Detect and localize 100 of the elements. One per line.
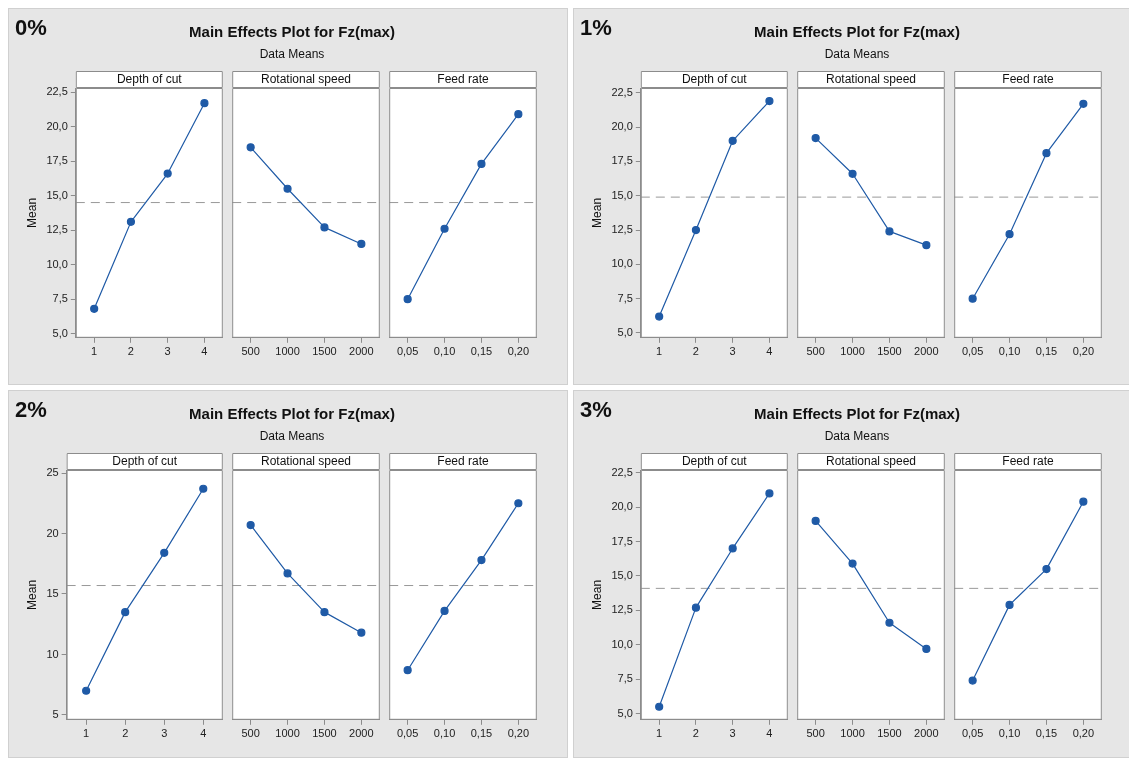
chart-title: Feed rate: [437, 454, 489, 469]
x-tick-label: 0,10: [433, 345, 456, 358]
y-tick-label: 15,0: [611, 188, 633, 201]
y-tick-label: 15,0: [611, 569, 633, 582]
x-tick-label: 2000: [349, 727, 374, 740]
text: Main Effects Plot for Fz(max): [754, 23, 960, 40]
x-tick-label: 2: [127, 345, 134, 358]
x-tick-label: 0,15: [1035, 345, 1058, 358]
y-tick-label: 20,0: [611, 500, 633, 513]
x-tick-label: 1500: [312, 345, 337, 358]
y-tick-label: 7,5: [617, 291, 633, 304]
chart-title: Rotational speed: [825, 72, 917, 87]
y-tick-label: 12,5: [611, 223, 633, 236]
x-tick-label: 1000: [840, 345, 865, 358]
y-axis-title: Mean: [24, 579, 39, 610]
x-tick-label: 2: [122, 727, 129, 740]
text: Main Effects Plot for Fz(max): [754, 405, 960, 422]
chart-title: Rotational speed: [825, 454, 917, 469]
text: Data Means: [824, 47, 890, 61]
y-tick-label: 12,5: [611, 603, 633, 616]
text: 2%: [15, 397, 47, 423]
x-tick-label: 0,20: [1072, 345, 1095, 358]
text: Main Effects Plot for Fz(max): [189, 405, 395, 422]
x-tick-label: 2: [692, 345, 699, 358]
x-tick-label: 1: [656, 345, 663, 358]
y-tick-label: 10,0: [611, 257, 633, 270]
x-tick-label: 2: [692, 727, 699, 740]
chart-title: Depth of cut: [116, 72, 183, 87]
y-tick-label: 15: [46, 587, 59, 600]
x-tick-label: 0,05: [396, 345, 419, 358]
x-tick-label: 4: [200, 727, 207, 740]
chart-title: Depth of cut: [112, 454, 178, 469]
x-tick-label: 0,10: [998, 345, 1021, 358]
x-tick-label: 1000: [275, 345, 300, 358]
y-tick-label: 10,0: [46, 257, 68, 270]
x-tick-label: 0,10: [433, 727, 456, 740]
y-tick-label: 15,0: [46, 188, 68, 201]
x-tick-label: 0,05: [961, 727, 984, 740]
x-tick-label: 4: [201, 345, 208, 358]
text: 1%: [580, 15, 612, 41]
y-tick-label: 12,5: [46, 223, 68, 236]
chart-title: Feed rate: [1002, 72, 1054, 87]
x-tick-label: 0,20: [507, 727, 530, 740]
x-tick-label: 0,15: [1035, 727, 1058, 740]
x-tick-label: 0,05: [396, 727, 419, 740]
x-tick-label: 1: [91, 345, 98, 358]
y-tick-label: 5,0: [617, 706, 633, 719]
x-tick-label: 2000: [914, 345, 939, 358]
y-tick-label: 5,0: [617, 326, 633, 339]
x-tick-label: 1000: [275, 727, 300, 740]
y-tick-label: 25: [46, 466, 59, 479]
x-tick-label: 500: [241, 345, 260, 358]
y-tick-label: 22,5: [611, 85, 633, 98]
chart-title: Rotational speed: [260, 72, 352, 87]
x-tick-label: 1: [656, 727, 663, 740]
y-tick-label: 17,5: [46, 154, 68, 167]
x-tick-label: 3: [161, 727, 168, 740]
y-axis-title: Mean: [24, 197, 39, 228]
x-tick-label: 500: [241, 727, 260, 740]
text: 0%: [15, 15, 47, 41]
x-tick-label: 0,15: [470, 345, 493, 358]
x-tick-label: 4: [766, 727, 773, 740]
text: Main Effects Plot for Fz(max): [189, 23, 395, 40]
x-tick-label: 2000: [349, 345, 374, 358]
text: Data Means: [824, 429, 890, 443]
chart-title: Depth of cut: [681, 72, 748, 87]
text: Data Means: [259, 47, 325, 61]
y-axis-title: Mean: [589, 197, 604, 228]
x-tick-label: 0,15: [470, 727, 493, 740]
text: 3%: [580, 397, 612, 423]
x-tick-label: 1500: [877, 345, 902, 358]
y-tick-label: 20: [46, 526, 59, 539]
x-tick-label: 0,20: [1072, 727, 1095, 740]
x-tick-label: 2000: [914, 727, 939, 740]
chart-title: Feed rate: [1002, 454, 1054, 469]
text: Data Means: [259, 429, 325, 443]
y-tick-label: 7,5: [617, 672, 633, 685]
y-tick-label: 5: [52, 707, 59, 720]
x-tick-label: 0,10: [998, 727, 1021, 740]
x-tick-label: 500: [806, 345, 825, 358]
y-tick-label: 17,5: [611, 534, 633, 547]
x-tick-label: 0,05: [961, 345, 984, 358]
y-tick-label: 10: [46, 647, 59, 660]
x-tick-label: 3: [729, 727, 736, 740]
y-axis-title: Mean: [589, 579, 604, 610]
x-tick-label: 1500: [312, 727, 337, 740]
chart-title: Rotational speed: [260, 454, 352, 469]
y-tick-label: 20,0: [611, 120, 633, 133]
y-tick-label: 20,0: [46, 119, 68, 132]
x-tick-label: 3: [164, 345, 171, 358]
y-tick-label: 17,5: [611, 154, 633, 167]
x-tick-label: 0,20: [507, 345, 530, 358]
y-tick-label: 7,5: [52, 292, 68, 305]
x-tick-label: 1: [83, 727, 90, 740]
x-tick-label: 1500: [877, 727, 902, 740]
x-tick-label: 1000: [840, 727, 865, 740]
y-tick-label: 22,5: [46, 85, 68, 98]
y-tick-label: 22,5: [611, 465, 633, 478]
chart-title: Depth of cut: [681, 454, 748, 469]
x-tick-label: 4: [766, 345, 773, 358]
